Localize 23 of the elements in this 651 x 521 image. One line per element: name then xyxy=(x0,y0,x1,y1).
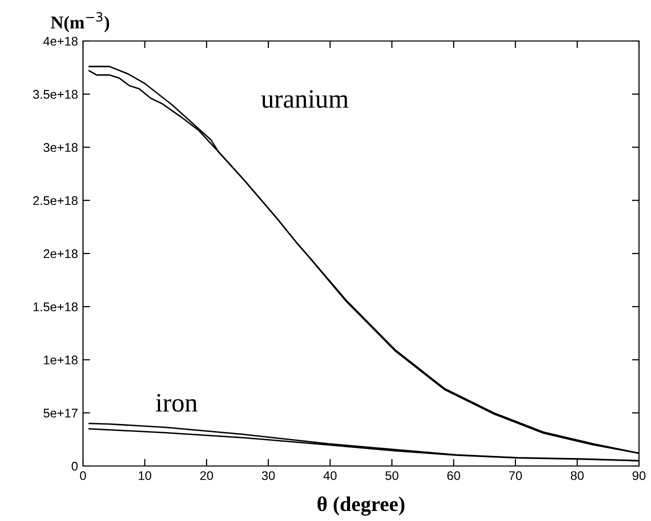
y-axis-title: N(m$^{−3}$) xyxy=(50,12,110,32)
x-tick-label: 20 xyxy=(200,471,214,480)
y-tick-label: 0 xyxy=(72,462,78,471)
x-tick-label: 50 xyxy=(385,471,398,480)
y-tick-label: 2e+18 xyxy=(44,249,78,258)
x-tick-label: 70 xyxy=(509,471,522,480)
y-tick-label: 2.5e+18 xyxy=(33,196,78,206)
y-tick-label: 3e+18 xyxy=(44,143,78,152)
annotation: iron xyxy=(156,394,198,412)
x-tick-label: 60 xyxy=(447,471,460,480)
y-tick-label: 1.5e+18 xyxy=(34,302,78,312)
x-tick-label: 40 xyxy=(323,471,337,480)
y-tick-label: 5e+17 xyxy=(44,408,78,418)
x-tick-label: 80 xyxy=(570,471,584,480)
x-tick-label: 10 xyxy=(138,471,152,480)
y-tick-label: 3.5e+18 xyxy=(33,90,78,99)
annotation: uranium xyxy=(261,90,348,108)
x-tick-label: 0 xyxy=(80,471,86,480)
x-tick-label: 90 xyxy=(632,471,646,480)
x-axis-title: θ (degree) xyxy=(318,496,404,516)
x-tick-label: 30 xyxy=(262,471,275,480)
y-tick-label: 1e+18 xyxy=(44,356,78,364)
y-tick-label: 4e+18 xyxy=(43,36,78,46)
